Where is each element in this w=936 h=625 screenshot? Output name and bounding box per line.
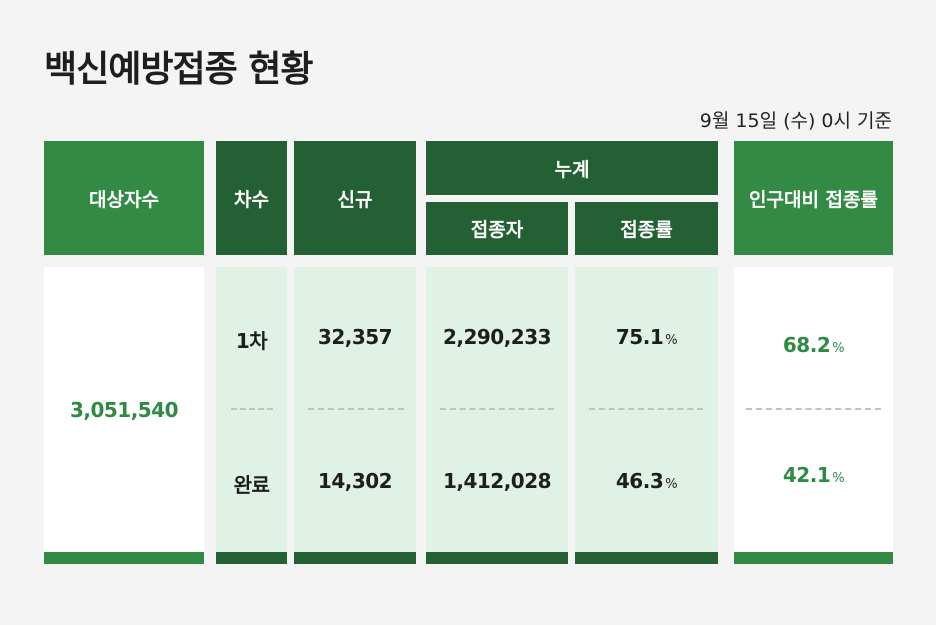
rate-2-value: 46.3 [615,469,664,493]
population-rate-2: 42.1% [734,463,893,487]
header-new-label: 신규 [337,188,373,211]
population-rate-1-value: 68.2 [782,333,831,357]
header-target: 대상자수 [44,141,204,255]
header-population-rate-label: 인구대비 접종률 [749,188,878,211]
column-population-rate: 68.2% 42.1% [734,267,893,564]
header-vaccinated: 접종자 [426,202,568,255]
header-vaccinated-label: 접종자 [470,219,524,241]
percent-sign: % [832,471,845,486]
vaccinated-1: 2,290,233 [442,325,552,349]
header-dose: 차수 [216,141,287,255]
percent-sign: % [832,341,845,356]
percent-sign: % [665,333,678,348]
rate-2: 46.3% [575,469,718,493]
row-divider [746,408,881,410]
column-rate: 75.1% 46.3% [575,267,718,564]
row-divider [231,408,273,410]
column-dose: 1차 완료 [216,267,287,564]
rate-1-value: 75.1 [615,325,664,349]
header-rate-label: 접종률 [620,219,673,241]
column-bar [734,552,893,564]
row-divider [589,408,703,410]
header-new: 신규 [294,141,416,255]
column-bar [44,552,204,564]
date-basis: 9월 15일 (수) 0시 기준 [699,110,892,132]
new-1: 32,357 [317,325,393,349]
percent-sign: % [665,477,678,492]
target-count: 3,051,540 [69,398,179,422]
column-new: 32,357 14,302 [294,267,416,564]
row-divider [308,408,404,410]
column-target: 3,051,540 [44,267,204,564]
row-divider [440,408,554,410]
header-dose-label: 차수 [234,188,269,211]
header-cumulative: 누계 [426,141,718,195]
new-2: 14,302 [317,469,393,493]
page-title: 백신예방접종 현황 [44,49,313,90]
header-cumulative-label: 누계 [554,158,590,181]
dose-2: 완료 [233,473,270,497]
header-rate: 접종률 [575,202,718,255]
column-bar [426,552,568,564]
column-bar [575,552,718,564]
vaccinated-2: 1,412,028 [442,469,552,493]
column-bar [216,552,287,564]
population-rate-2-value: 42.1 [782,463,831,487]
column-bar [294,552,416,564]
header-target-label: 대상자수 [89,188,159,211]
rate-1: 75.1% [575,325,718,349]
header-population-rate: 인구대비 접종률 [734,141,893,255]
column-vaccinated: 2,290,233 1,412,028 [426,267,568,564]
dose-1: 1차 [235,329,268,353]
population-rate-1: 68.2% [734,333,893,357]
